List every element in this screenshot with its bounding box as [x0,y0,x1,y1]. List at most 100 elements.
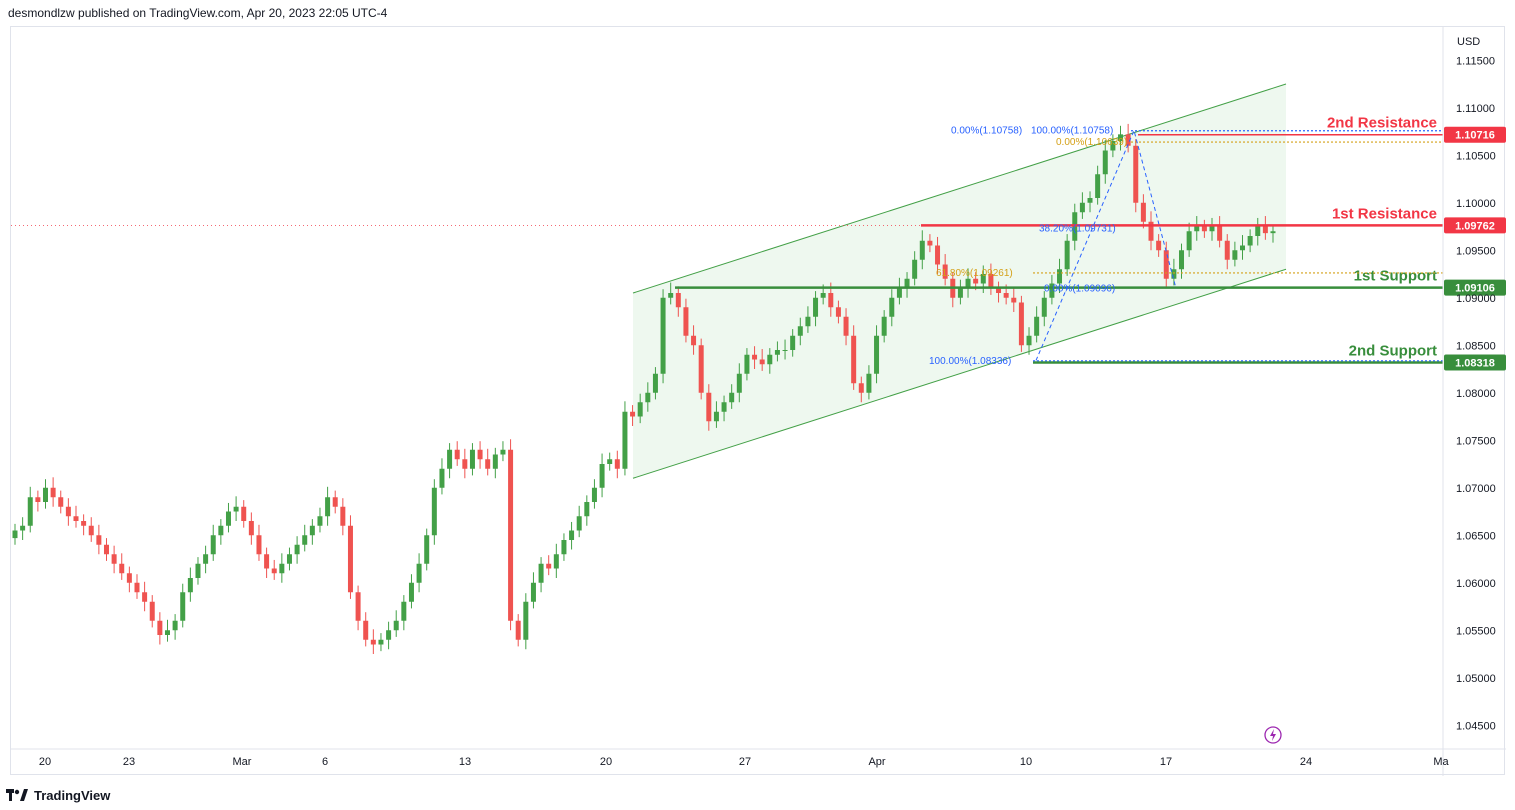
candle-up [576,516,582,531]
candle-down [370,639,376,645]
price-tag [1444,126,1506,143]
candle-down [355,592,361,621]
candle-up [767,354,773,365]
tradingview-logo-icon [6,787,28,804]
candle-up [736,373,742,393]
candle-up [584,502,590,517]
candle-up [294,544,300,555]
price-tag-label: 1.09106 [1455,283,1495,295]
price-tag-label: 1.10716 [1455,130,1495,142]
candle-up [1102,150,1108,175]
candle-up [530,582,536,602]
candle-up [393,620,399,631]
candle-down [149,601,155,621]
candle-down [142,592,148,602]
channel-upper-line [632,83,1287,294]
time-tick-label: 17 [1160,756,1172,768]
candle-up [1194,226,1200,232]
price-channel [632,83,1287,479]
candle-up [904,278,910,289]
time-axis: 20 23 Mar 6 13 20 27 Apr 10 17 24 Ma [11,726,1506,768]
price-tick-label: 1.07500 [1456,435,1496,447]
candle-down [828,293,834,308]
candle-down [1163,250,1169,279]
price-tick-label: 1.05000 [1456,673,1496,685]
time-tick-label: 20 [39,756,51,768]
time-tick-label: Mar [233,756,252,768]
candle-up [1118,134,1124,141]
price-tag-label: 1.09762 [1455,220,1495,232]
candle-down [256,535,262,555]
candle-down [340,506,346,526]
candle-down [1148,221,1154,241]
time-tick-label: 13 [459,756,471,768]
candle-up [42,487,48,502]
candle-up [729,392,735,403]
candle-down [546,563,552,569]
fib-label: 0.00%(1.10758) [951,126,1022,137]
candle-up [1095,174,1101,198]
level-label: 2nd Support [1349,343,1437,360]
candle-up [203,554,209,564]
candle-up [980,274,986,284]
price-tick-label: 1.04500 [1456,720,1496,732]
candle-up [912,259,918,279]
candle-down [477,449,483,460]
candle-down [81,521,87,526]
candle-down [35,497,41,502]
candle-up [622,411,628,469]
candle-up [797,326,803,336]
candle-down [759,359,765,365]
candle-down [157,620,163,635]
candle-up [187,578,193,593]
candle-up [645,392,651,403]
candle-up [919,240,925,260]
time-tick-label: 24 [1300,756,1312,768]
candle-up [774,350,780,355]
price-tick-label: 1.07000 [1456,483,1496,495]
candle-down [706,392,712,422]
candle-down [927,240,933,246]
candle-down [614,459,620,469]
chart-canvas[interactable]: 2nd Resistance 1.10716 1st Resistance 1.097… [11,27,1506,776]
candle-down [752,354,758,360]
candle-up [523,601,529,640]
price-tag [1444,354,1506,371]
candle-down [515,620,521,640]
candle-down [271,568,277,574]
candles [12,123,1276,654]
candle-up [386,630,392,640]
candle-down [1018,302,1024,346]
lightning-icon [1264,726,1282,744]
candle-down [1156,240,1162,251]
candle-up [561,540,567,555]
candle-down [675,293,681,308]
candle-up [553,554,559,569]
candle-up [637,402,643,417]
candle-up [1186,231,1192,251]
chart-frame[interactable]: 2nd Resistance 1.10716 1st Resistance 1.097… [10,26,1506,776]
candle-up [439,468,445,488]
candle-down [683,307,689,336]
candle-down [935,245,941,265]
candle-down [241,506,247,521]
candle-down [88,525,94,536]
candle-down [103,544,109,555]
candle-down [58,497,64,507]
candle-down [96,535,102,545]
candle-up [1049,283,1055,298]
level-label: 1st Resistance [1332,205,1437,222]
price-tick-label: 1.10000 [1456,198,1496,210]
levels: 2nd Resistance 1.10716 1st Resistance 1.097… [11,115,1506,371]
candle-up [431,487,437,536]
time-tick-label: 23 [123,756,135,768]
candle-down [347,525,353,593]
candle-down [698,345,704,393]
fib-label: 61.80%(1.09261) [936,268,1013,279]
channel-area [633,84,1286,479]
price-tick-label: 1.08000 [1456,388,1496,400]
candle-up [866,373,872,393]
candle-down [134,582,140,593]
price-tag-label: 1.08318 [1455,358,1495,370]
candle-up [233,506,239,512]
